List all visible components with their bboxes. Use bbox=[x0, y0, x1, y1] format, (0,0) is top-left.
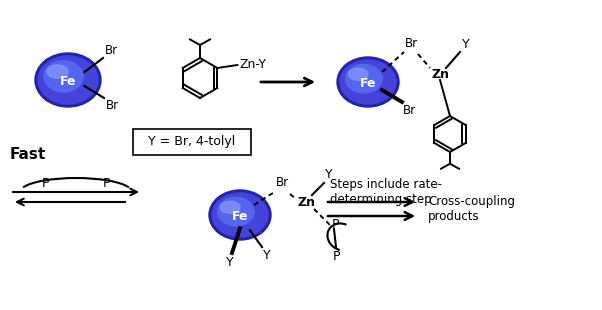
Text: Fe: Fe bbox=[360, 77, 376, 90]
Text: Zn: Zn bbox=[297, 197, 315, 210]
Text: P: P bbox=[332, 219, 340, 232]
Ellipse shape bbox=[38, 56, 98, 104]
Text: Br: Br bbox=[276, 176, 289, 189]
Text: P: P bbox=[42, 177, 49, 190]
Text: Br: Br bbox=[405, 37, 418, 50]
Text: Zn: Zn bbox=[431, 68, 449, 81]
Text: Y: Y bbox=[325, 168, 333, 181]
Ellipse shape bbox=[217, 197, 254, 226]
Text: P: P bbox=[332, 250, 340, 263]
Text: Y = Br, 4-tolyl: Y = Br, 4-tolyl bbox=[148, 135, 235, 148]
Ellipse shape bbox=[44, 61, 83, 92]
Ellipse shape bbox=[212, 193, 268, 237]
Text: Y: Y bbox=[226, 256, 234, 269]
Ellipse shape bbox=[47, 65, 68, 78]
Text: Y: Y bbox=[462, 38, 470, 51]
Text: Br: Br bbox=[403, 104, 416, 117]
Ellipse shape bbox=[209, 190, 271, 240]
Ellipse shape bbox=[35, 53, 101, 107]
Ellipse shape bbox=[337, 57, 399, 107]
Text: Zn-Y: Zn-Y bbox=[240, 59, 266, 72]
Text: Cross-coupling
products: Cross-coupling products bbox=[428, 195, 515, 223]
Ellipse shape bbox=[349, 68, 368, 80]
Ellipse shape bbox=[220, 201, 240, 213]
Bar bbox=[133, 129, 251, 155]
Text: Fe: Fe bbox=[232, 210, 248, 223]
Text: Br: Br bbox=[105, 44, 118, 57]
Text: P: P bbox=[103, 177, 111, 190]
Text: Fast: Fast bbox=[10, 147, 46, 162]
Text: Fe: Fe bbox=[60, 75, 76, 88]
Ellipse shape bbox=[346, 64, 382, 93]
Ellipse shape bbox=[340, 60, 396, 104]
Text: Steps include rate-
determining step: Steps include rate- determining step bbox=[330, 178, 442, 206]
Text: Y: Y bbox=[263, 249, 271, 262]
Text: Br: Br bbox=[106, 99, 119, 112]
